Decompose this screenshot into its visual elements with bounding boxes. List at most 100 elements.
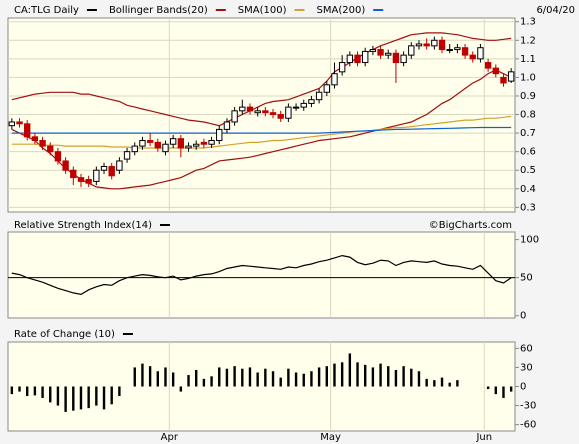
bar: [310, 371, 313, 387]
bar: [248, 367, 252, 387]
candle-body: [484, 62, 492, 69]
bar: [210, 376, 213, 387]
bar: [141, 363, 144, 387]
bar: [156, 371, 159, 387]
y-tick-label: 1.1: [520, 54, 536, 65]
y-tick-label: 100: [520, 235, 539, 246]
bar: [302, 373, 305, 387]
bar: [256, 372, 259, 387]
candle-body: [47, 145, 54, 153]
panel-title: Relative Strength Index(14): [14, 220, 152, 231]
y-tick-label: -30: [520, 401, 536, 412]
candle-body: [93, 169, 100, 182]
candle-body: [377, 49, 384, 56]
candle-body: [139, 140, 146, 147]
bar: [195, 369, 198, 387]
bar: [433, 380, 436, 387]
candle-body: [400, 54, 407, 64]
rsi-line: [11, 254, 512, 296]
bar: [18, 386, 21, 392]
y-tick-label: 1.3: [520, 17, 536, 28]
candle-body: [39, 140, 46, 147]
y-tick-label: 1.0: [520, 72, 536, 83]
bar: [64, 386, 67, 412]
candle-body: [454, 47, 461, 51]
candle-body: [469, 54, 476, 60]
bar: [486, 386, 490, 390]
candle-body: [269, 112, 277, 116]
candle-body: [231, 110, 238, 123]
bar: [356, 362, 359, 387]
candle-body: [100, 166, 108, 171]
candle-body: [154, 141, 161, 149]
bar: [448, 382, 451, 387]
y-tick-label: 0.3: [520, 202, 536, 213]
candle-body: [415, 43, 423, 47]
legend-label: CA:TLG Daily: [14, 5, 79, 16]
bar: [233, 366, 236, 387]
legend-label: SMA(200): [317, 5, 366, 16]
candle-body: [162, 143, 169, 153]
bar: [279, 377, 282, 387]
bar: [456, 380, 459, 387]
bar: [33, 386, 37, 396]
bar: [148, 366, 152, 387]
candle-body: [8, 121, 16, 127]
indicator-line: [11, 115, 512, 149]
candle-body: [200, 141, 208, 145]
candle-body: [323, 84, 330, 93]
candle-body: [216, 128, 223, 142]
y-tick-label: 60: [520, 343, 533, 354]
bar: [87, 386, 90, 409]
candle-body: [338, 62, 346, 73]
candle-body: [507, 71, 515, 82]
y-tick-label: 0.4: [520, 184, 536, 195]
bar: [225, 368, 229, 387]
indicator-line: [11, 32, 512, 127]
bar: [287, 368, 290, 387]
candle-body: [123, 151, 131, 160]
watermark: ©BigCharts.com: [429, 220, 512, 231]
y-tick-label: 0.6: [520, 147, 536, 158]
bar: [133, 367, 136, 387]
candle-body: [285, 106, 292, 119]
plot-area: [7, 231, 516, 319]
bar: [371, 367, 375, 387]
candle-body: [177, 138, 185, 149]
candle-body: [385, 52, 392, 56]
candle-body: [77, 177, 85, 182]
indicator-line: [11, 126, 512, 134]
candle-body: [277, 114, 284, 119]
x-tick-label: Jun: [475, 432, 492, 443]
bar: [187, 375, 190, 387]
candle-body: [146, 140, 154, 143]
bar: [72, 386, 75, 411]
indicator-line: [11, 69, 512, 190]
bar: [294, 372, 298, 387]
bar: [333, 363, 336, 387]
legend-label: Bollinger Bands(20): [109, 5, 208, 16]
bar: [379, 363, 382, 387]
candle-body: [62, 160, 69, 171]
bar: [179, 386, 183, 392]
candle-body: [254, 110, 261, 114]
bar: [271, 371, 275, 387]
bar: [95, 386, 98, 406]
bar: [110, 386, 113, 405]
bar: [410, 368, 413, 387]
candle-body: [492, 67, 499, 75]
legend-label: SMA(100): [238, 5, 287, 16]
bar: [49, 386, 52, 403]
bar: [164, 367, 167, 387]
candle-body: [423, 43, 430, 47]
bar: [317, 367, 321, 387]
x-tick-label: Apr: [161, 432, 179, 443]
bar: [264, 368, 267, 387]
candle-body: [116, 160, 123, 171]
candle-body: [477, 47, 484, 60]
bar: [402, 366, 405, 387]
bar: [509, 386, 513, 392]
y-tick-label: 0: [520, 382, 526, 393]
y-tick-label: 0.8: [520, 110, 536, 121]
